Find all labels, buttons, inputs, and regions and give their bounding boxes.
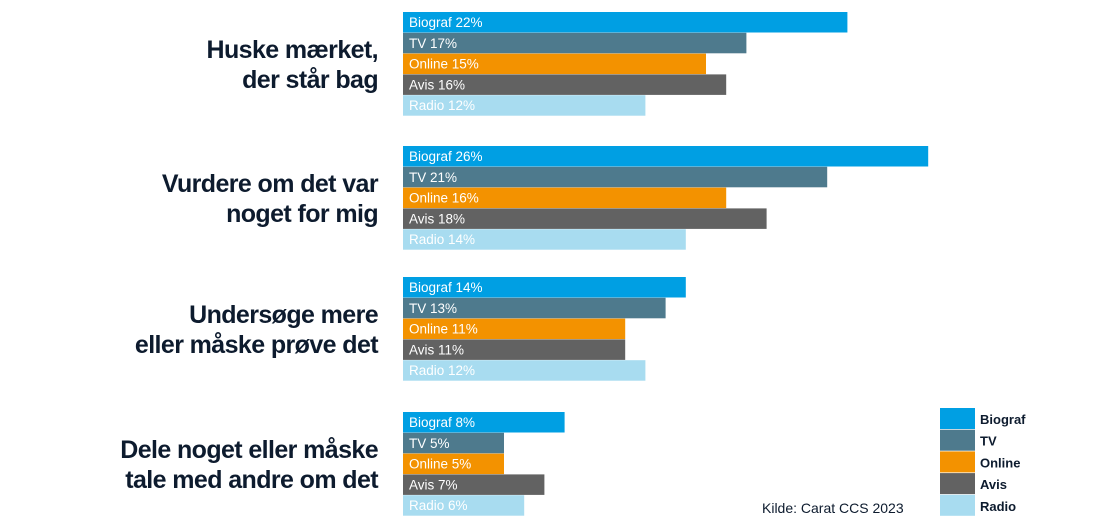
category-label: Vurdere om det var [162, 170, 379, 198]
bar-avis [403, 74, 727, 95]
data-label: Online 15% [409, 57, 479, 72]
legend-swatch [940, 429, 975, 451]
data-label: Avis 16% [409, 77, 465, 92]
data-label: Avis 18% [409, 211, 465, 226]
bar-tv [403, 432, 504, 454]
data-label: Biograf 8% [409, 415, 475, 430]
bar-biograf [403, 12, 848, 33]
data-label: Online 16% [409, 191, 479, 206]
data-label: Biograf 22% [409, 15, 483, 30]
bar-online [403, 453, 504, 475]
data-label: Online 11% [409, 322, 478, 337]
legend-swatch [940, 408, 975, 429]
bar-biograf [403, 277, 686, 298]
legend-swatch [940, 451, 975, 473]
bar-radio [403, 360, 646, 381]
bar-radio [403, 95, 646, 116]
bar-online [403, 318, 626, 340]
legend-label: Biograf [980, 412, 1026, 427]
data-label: Radio 6% [409, 498, 468, 513]
category-label: Dele noget eller måske [120, 436, 378, 464]
bar-online [403, 187, 727, 209]
data-label: Avis 11% [409, 342, 464, 357]
category-label: noget for mig [226, 200, 378, 228]
legend: Biograf TV Online Avis Radio [940, 408, 1026, 516]
legend-label: Avis [980, 477, 1007, 492]
bar-avis [403, 339, 626, 360]
bar-biograf [403, 412, 565, 433]
category-label: der står bag [242, 66, 378, 94]
bar-biograf [403, 146, 929, 167]
bar-tv [403, 297, 666, 319]
category-label: Undersøge mere [189, 301, 379, 329]
data-label: Radio 12% [409, 363, 475, 378]
data-label: TV 21% [409, 170, 457, 185]
category-label: tale med andre om det [125, 466, 379, 494]
bar-tv [403, 166, 828, 188]
data-label: Biograf 26% [409, 149, 483, 164]
bar-groups: Huske mærket,der står bag Biograf 22% TV 1… [120, 12, 929, 516]
legend-label: Online [980, 455, 1020, 470]
category-label: eller måske prøve det [135, 331, 379, 359]
bar-radio [403, 229, 686, 250]
data-label: Avis 7% [409, 477, 458, 492]
data-label: Radio 12% [409, 98, 475, 113]
data-label: Biograf 14% [409, 280, 483, 295]
legend-swatch [940, 473, 975, 495]
category-label: Huske mærket, [207, 36, 378, 64]
legend-label: TV [980, 434, 997, 449]
bar-avis [403, 208, 767, 229]
data-label: TV 17% [409, 36, 457, 51]
legend-swatch [940, 494, 975, 516]
source-note: Kilde: Carat CCS 2023 [762, 500, 904, 516]
data-label: Online 5% [409, 457, 471, 472]
bar-avis [403, 474, 545, 495]
data-label: TV 13% [409, 301, 457, 316]
legend-label: Radio [980, 499, 1016, 514]
bar-group: Huske mærket,der står bag Biograf 22% TV 1… [207, 12, 848, 116]
bar-tv [403, 32, 747, 54]
bar-radio [403, 495, 525, 516]
data-label: Radio 14% [409, 232, 475, 247]
bar-online [403, 53, 706, 75]
data-label: TV 5% [409, 436, 450, 451]
